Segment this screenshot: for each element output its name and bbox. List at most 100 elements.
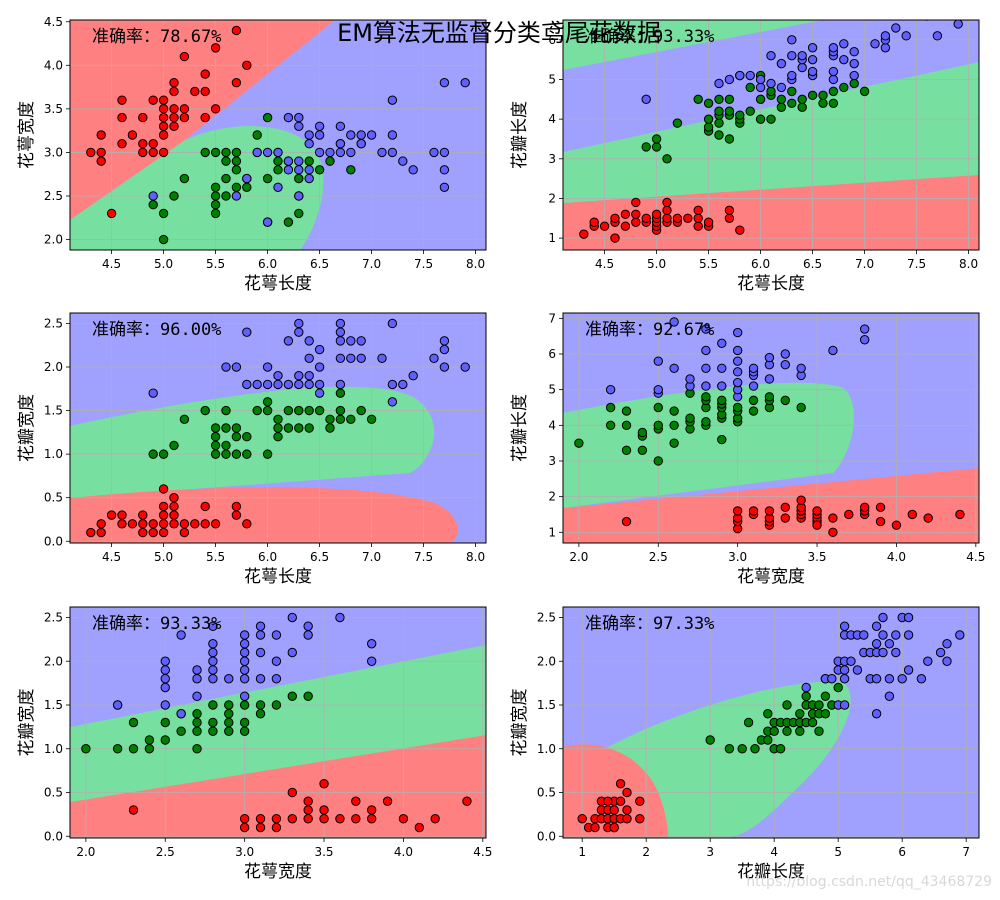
- point-green: [724, 744, 735, 754]
- regions: [70, 607, 486, 838]
- data-points: [579, 8, 963, 243]
- point-blue: [255, 674, 266, 684]
- point-blue: [669, 317, 679, 327]
- point-red: [609, 822, 619, 833]
- y-tick-label: 1.5: [44, 404, 63, 418]
- grid: [70, 313, 486, 543]
- point-blue: [669, 363, 679, 373]
- point-blue: [314, 121, 325, 131]
- x-tick-label: 5.5: [206, 257, 225, 271]
- point-green: [764, 392, 775, 402]
- point-blue: [294, 191, 304, 201]
- y-axis-label: 花瓣长度: [510, 394, 530, 462]
- point-blue: [807, 54, 818, 65]
- point-green: [703, 98, 714, 108]
- point-blue: [764, 374, 775, 384]
- x-tick-label: 2: [642, 845, 650, 859]
- point-red: [158, 112, 169, 123]
- point-blue: [314, 130, 325, 140]
- point-green: [192, 709, 202, 719]
- point-blue: [732, 327, 743, 338]
- point-blue: [439, 344, 450, 355]
- accuracy-label: 准确率：93.33%: [585, 27, 714, 47]
- point-blue: [755, 82, 766, 93]
- point-blue: [884, 691, 895, 701]
- point-red: [86, 527, 96, 538]
- y-tick-label: 2: [548, 191, 556, 205]
- point-green: [651, 134, 662, 144]
- point-blue: [439, 147, 450, 158]
- point-blue: [745, 70, 755, 81]
- point-red: [255, 822, 266, 833]
- point-red: [287, 787, 297, 798]
- subplots-grid: 4.5 5.0 5.5 6.0 6.5 7.0 7.5 8.0 2.0 2.5 3.0 3.5 4.0 4…: [17, 8, 985, 882]
- point-green: [787, 98, 797, 108]
- point-green: [828, 86, 839, 97]
- point-blue: [429, 147, 439, 158]
- point-blue: [283, 379, 294, 390]
- point-green: [231, 449, 242, 459]
- point-blue: [377, 353, 387, 364]
- point-red: [231, 510, 242, 520]
- point-green: [325, 156, 335, 166]
- point-red: [96, 527, 106, 538]
- point-blue: [748, 381, 759, 391]
- y-tick-label: 1.0: [537, 742, 556, 756]
- point-red: [271, 814, 282, 824]
- point-red: [351, 796, 361, 806]
- point-red: [622, 814, 632, 824]
- x-tick-label: 5.0: [154, 257, 173, 271]
- y-tick-label: 6: [548, 347, 556, 361]
- point-blue: [732, 345, 743, 356]
- point-blue: [294, 156, 304, 166]
- point-red: [319, 814, 329, 824]
- point-blue: [787, 70, 797, 81]
- point-green: [221, 191, 231, 201]
- point-red: [641, 213, 651, 223]
- point-red: [86, 147, 96, 158]
- point-blue: [192, 665, 202, 675]
- x-axis-label: 花萼宽度: [244, 862, 312, 882]
- point-red: [200, 501, 210, 512]
- decision-region: [70, 735, 486, 838]
- point-green: [255, 709, 266, 719]
- x-tick-label: 6.0: [751, 257, 770, 271]
- point-blue: [439, 362, 450, 372]
- point-blue: [294, 112, 304, 123]
- subplot-4: 2.0 2.5 3.0 3.5 4.0 4.5 1 2 3 4 5 6 7 准确率：92.67% 花萼宽度 花…: [510, 311, 985, 587]
- decision-region: [563, 175, 979, 250]
- accuracy-label: 准确率：93.33%: [92, 614, 221, 634]
- point-red: [631, 197, 641, 208]
- point-blue: [942, 639, 952, 649]
- point-blue: [933, 8, 941, 16]
- point-blue: [356, 336, 366, 346]
- point-blue: [807, 66, 818, 77]
- point-blue: [271, 674, 282, 684]
- point-blue: [314, 344, 325, 355]
- y-tick-label: 0.5: [44, 786, 63, 800]
- point-red: [579, 229, 589, 239]
- point-red: [158, 95, 169, 105]
- y-tick-label: 4.0: [44, 58, 63, 72]
- point-green: [787, 86, 797, 97]
- point-blue: [859, 324, 870, 334]
- y-tick-label: 0.0: [537, 829, 556, 843]
- point-blue: [304, 353, 314, 364]
- x-tick-label: 7: [962, 845, 970, 859]
- point-green: [262, 397, 273, 407]
- point-green: [224, 700, 234, 710]
- point-green: [231, 165, 242, 175]
- point-red: [169, 86, 179, 97]
- point-red: [891, 520, 902, 530]
- point-blue: [221, 362, 231, 372]
- point-blue: [314, 388, 325, 398]
- decision-region: [563, 382, 854, 508]
- point-blue: [325, 147, 335, 158]
- point-red: [907, 509, 918, 520]
- point-green: [637, 445, 648, 455]
- point-green: [714, 130, 724, 140]
- x-tick-label: 6.5: [310, 257, 329, 271]
- point-green: [169, 440, 179, 451]
- point-blue: [356, 130, 366, 140]
- point-red: [158, 527, 169, 538]
